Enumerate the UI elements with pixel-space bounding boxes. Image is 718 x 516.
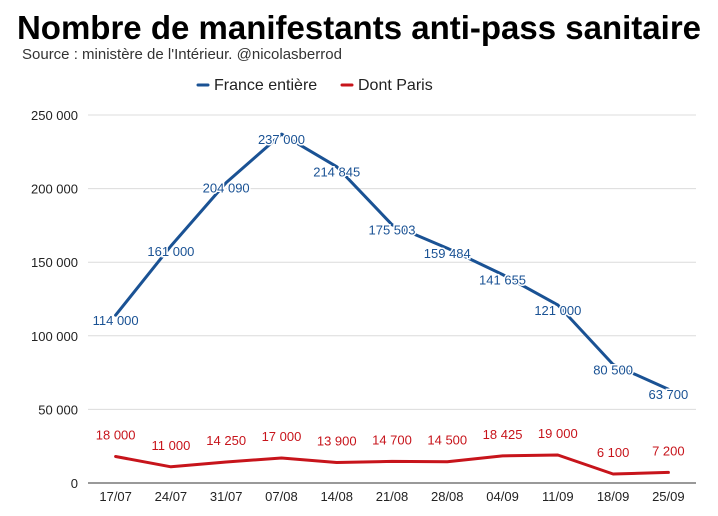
x-tick-label: 31/07 (210, 489, 243, 504)
y-tick-label: 150 000 (31, 255, 78, 270)
chart-subtitle: Source : ministère de l'Intérieur. @nico… (22, 46, 342, 63)
data-label: 14 250 (206, 433, 246, 448)
data-label: 141 655 (479, 272, 526, 287)
data-label: 80 500 (593, 363, 633, 378)
data-label: 17 000 (262, 429, 302, 444)
x-tick-label: 24/07 (155, 489, 188, 504)
data-label: 19 000 (538, 426, 578, 441)
x-tick-label: 17/07 (99, 489, 132, 504)
data-label: 6 100 (597, 445, 630, 460)
series-lines (114, 132, 670, 476)
legend-label: Dont Paris (358, 77, 433, 94)
data-label: 14 700 (372, 432, 412, 447)
data-label: 13 900 (317, 434, 357, 449)
x-tick-label: 07/08 (265, 489, 298, 504)
grid-lines (88, 114, 696, 410)
x-tick-label: 21/08 (376, 489, 409, 504)
legend: France entière Dont Paris (196, 77, 433, 94)
data-label: 121 000 (534, 303, 581, 318)
x-tick-label: 28/08 (431, 489, 464, 504)
x-tick-label: 04/09 (486, 489, 519, 504)
y-tick-label: 200 000 (31, 182, 78, 197)
x-tick-label: 11/09 (542, 489, 574, 504)
data-label: 214 845 (313, 165, 360, 180)
data-label: 63 700 (648, 387, 688, 402)
series-line (114, 453, 670, 476)
legend-label: France entière (214, 77, 317, 94)
y-tick-label: 0 (71, 476, 78, 491)
y-tick-label: 100 000 (31, 329, 78, 344)
series-line (114, 132, 670, 391)
data-label: 7 200 (652, 443, 685, 458)
x-tick-label: 25/09 (652, 489, 685, 504)
data-label: 114 000 (93, 313, 139, 328)
x-axis: 17/07 24/07 31/07 07/08 14/08 21/08 28/08 04/09… (88, 482, 696, 504)
data-label: 18 425 (483, 427, 523, 442)
y-tick-label: 250 000 (31, 108, 78, 123)
x-tick-label: 18/09 (597, 489, 630, 504)
data-label: 14 500 (427, 433, 467, 448)
data-label: 175 503 (369, 223, 416, 238)
x-tick-label: 14/08 (320, 489, 353, 504)
data-label: 237 000 (258, 132, 305, 147)
data-label: 11 000 (152, 438, 191, 453)
data-label: 204 090 (203, 181, 250, 196)
chart-title: Nombre de manifestants anti-pass sanitai… (16, 9, 702, 46)
y-tick-label: 50 000 (38, 402, 78, 417)
data-labels: 114 000 161 000 204 090 237 000 214 845 175 5… (91, 131, 690, 462)
data-label: 161 000 (147, 244, 194, 259)
data-label: 18 000 (96, 428, 136, 443)
data-label: 159 484 (424, 246, 471, 261)
y-axis: 0 50 000 100 000 150 000 200 000 250 000 (31, 108, 78, 491)
